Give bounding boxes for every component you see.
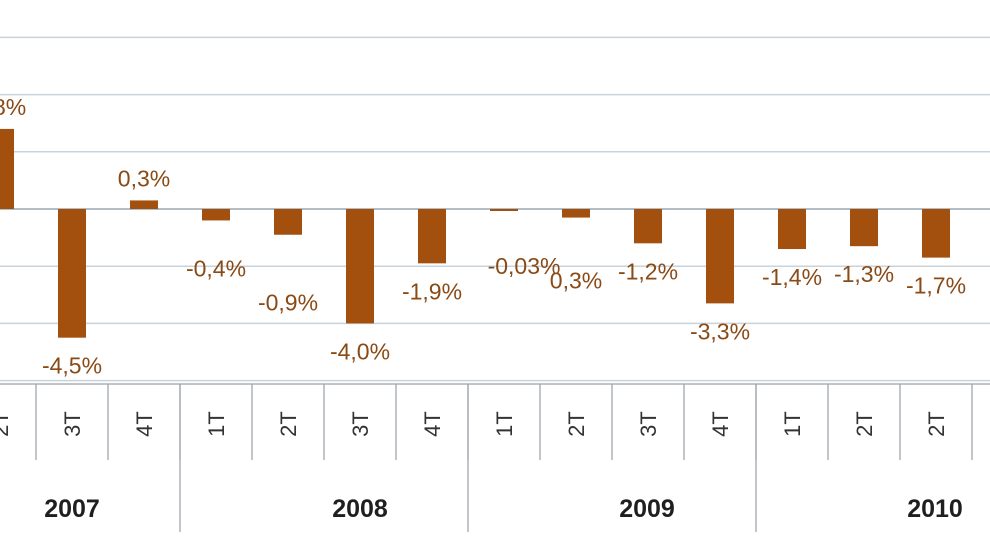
data-label: -4,5%	[42, 353, 102, 379]
data-label: -0,4%	[186, 255, 246, 281]
tick-label: 3T	[60, 411, 85, 437]
data-label: -0,9%	[258, 290, 318, 316]
bar	[58, 209, 86, 338]
bar	[202, 209, 230, 221]
bar	[922, 209, 950, 258]
data-label: -1,3%	[834, 261, 894, 287]
tick-label: 2T	[0, 411, 13, 437]
bar	[850, 209, 878, 247]
bars	[0, 128, 950, 338]
data-label: -4,0%	[330, 338, 390, 364]
year-label: 2008	[332, 495, 388, 523]
tick-label: 2T	[852, 411, 877, 437]
bar	[0, 128, 14, 209]
tick-label: 2T	[564, 411, 589, 437]
bar	[418, 209, 446, 264]
data-label: -3,3%	[690, 318, 750, 344]
data-label: -0,03%	[488, 253, 561, 279]
bar	[706, 209, 734, 304]
data-label: 0,3%	[118, 165, 170, 191]
tick-label: 4T	[420, 411, 445, 437]
bar	[274, 209, 302, 235]
tick-label: 1T	[492, 411, 517, 437]
data-label: 0,3%	[550, 268, 602, 294]
tick-label: 4T	[708, 411, 733, 437]
tick-label: 1T	[204, 411, 229, 437]
data-label: -1,4%	[762, 264, 822, 290]
data-label: -1,7%	[906, 273, 966, 299]
category-axis: 2T 3T 4T 1T 2T 3T 4T 1T 2T 3T 4T 1T 2T 2T 2007 2008 2009…	[0, 383, 990, 532]
tick-label: 3T	[636, 411, 661, 437]
data-label: -1,2%	[618, 258, 678, 284]
gridlines	[0, 36, 990, 382]
tick-label: 1T	[780, 411, 805, 437]
data-label: 2,8%	[0, 94, 26, 120]
year-label: 2010	[907, 495, 963, 523]
tick-label: 2T	[276, 411, 301, 437]
tick-label: 2T	[924, 411, 949, 437]
tick-label: 4T	[132, 411, 157, 437]
data-label: -1,9%	[402, 278, 462, 304]
bar	[130, 200, 158, 209]
bar	[562, 209, 590, 218]
bar	[778, 209, 806, 250]
data-labels: 2,8%-4,5%0,3%-0,4%-0,9%-4,0%-1,9%-0,03%0…	[0, 94, 966, 379]
year-label: 2009	[619, 495, 675, 523]
bar	[634, 209, 662, 244]
tick-label: 3T	[348, 411, 373, 437]
year-label: 2007	[44, 495, 100, 523]
bar	[346, 209, 374, 324]
bar	[490, 209, 518, 211]
